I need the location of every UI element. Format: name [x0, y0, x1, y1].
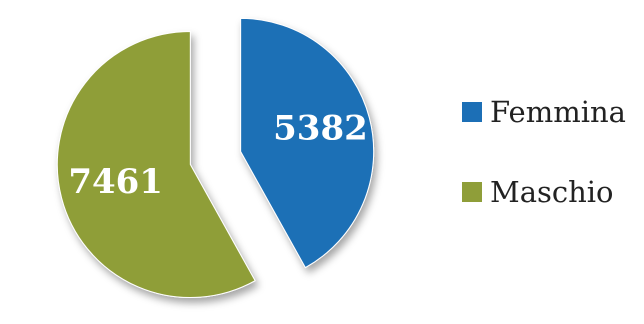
- pie-slice-maschio: [56, 31, 256, 299]
- data-label-maschio: 7461: [68, 162, 163, 202]
- legend-item-maschio: Maschio: [462, 172, 626, 212]
- pie-slice-femmina: [240, 17, 375, 269]
- legend-swatch-femmina: [462, 102, 482, 122]
- legend: Femmina Maschio: [462, 92, 626, 252]
- legend-swatch-maschio: [462, 182, 482, 202]
- legend-label-femmina: Femmina: [490, 95, 626, 129]
- legend-item-femmina: Femmina: [462, 92, 626, 132]
- legend-label-maschio: Maschio: [490, 175, 614, 209]
- data-label-femmina: 5382: [273, 109, 368, 149]
